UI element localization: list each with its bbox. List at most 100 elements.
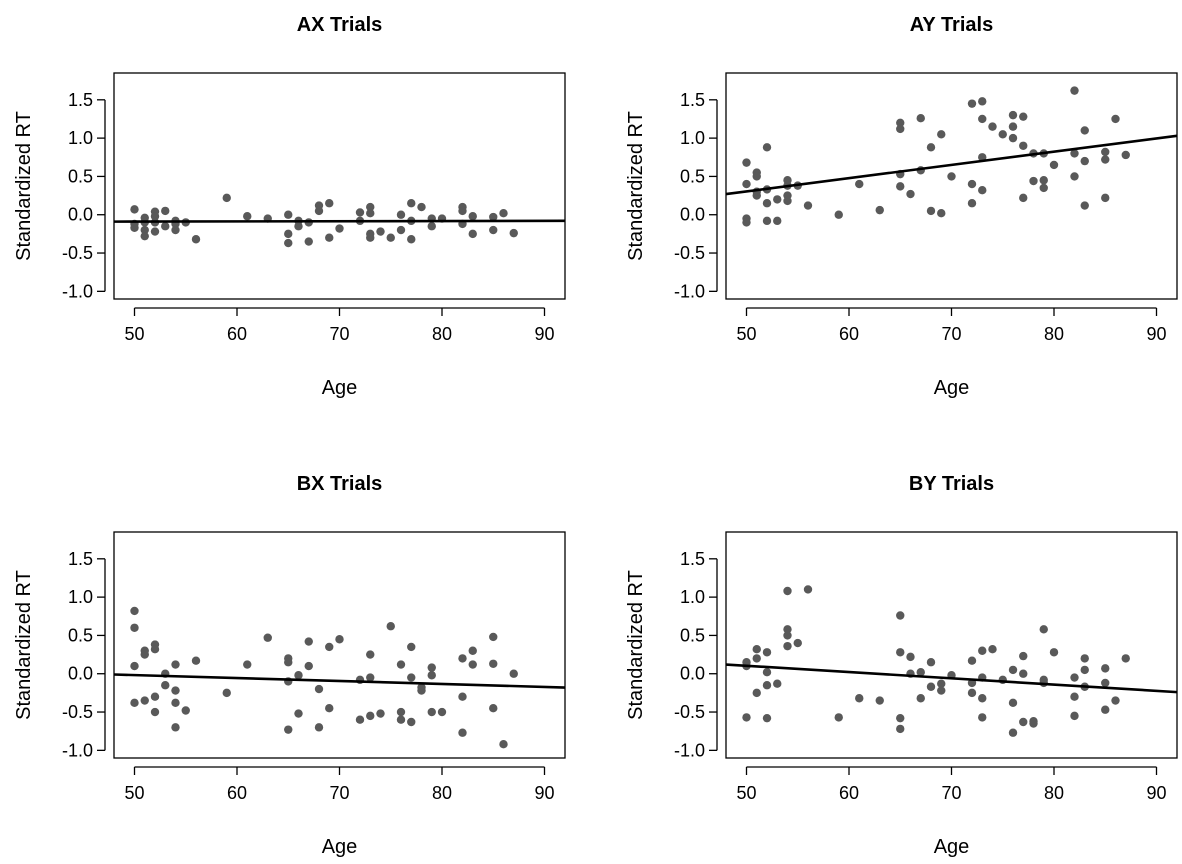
- data-point: [793, 638, 802, 648]
- data-point: [896, 611, 905, 620]
- data-point: [222, 688, 231, 698]
- y-tick-label: 1.0: [68, 128, 93, 148]
- regression-line: [725, 134, 1178, 196]
- data-point: [896, 118, 905, 127]
- y-tick-label: 0.0: [68, 664, 93, 684]
- data-point: [1070, 692, 1079, 701]
- data-point: [427, 663, 436, 672]
- y-tick-label: -0.5: [674, 243, 705, 263]
- data-point: [304, 637, 313, 646]
- y-tick-label: 1.5: [68, 549, 93, 569]
- data-point: [468, 229, 477, 239]
- x-axis-label: Age: [322, 377, 358, 399]
- data-point: [1121, 150, 1130, 160]
- data-point: [396, 707, 406, 717]
- data-point: [150, 227, 160, 236]
- data-point: [355, 715, 365, 724]
- data-point: [150, 645, 160, 654]
- data-point: [752, 645, 761, 654]
- data-point: [783, 196, 792, 206]
- data-point: [366, 202, 375, 212]
- data-point: [1101, 155, 1110, 164]
- data-point: [1070, 673, 1079, 682]
- data-point: [742, 218, 751, 227]
- data-point: [130, 205, 139, 214]
- data-point: [1070, 149, 1079, 158]
- chart-title: AX Trials: [297, 14, 383, 36]
- data-point: [468, 646, 477, 655]
- data-point: [284, 658, 293, 667]
- x-tick-label: 80: [432, 783, 452, 803]
- data-point: [294, 671, 303, 680]
- data-point: [417, 202, 426, 212]
- y-tick-label: -1.0: [62, 740, 93, 760]
- data-point: [988, 645, 997, 654]
- data-point: [458, 728, 467, 737]
- data-point: [752, 654, 761, 663]
- data-point: [783, 631, 792, 640]
- data-point: [926, 143, 936, 152]
- data-point: [1101, 705, 1110, 714]
- x-tick-label: 60: [227, 324, 247, 344]
- data-point: [284, 238, 293, 248]
- data-point: [762, 681, 772, 690]
- regression-line: [725, 663, 1178, 694]
- data-point: [1008, 110, 1018, 120]
- data-point: [752, 172, 761, 181]
- data-point: [1008, 122, 1018, 131]
- data-point: [896, 724, 905, 734]
- data-point: [937, 679, 946, 688]
- data-point: [1019, 651, 1028, 661]
- plot-frame: [725, 531, 1178, 759]
- x-axis-label: Age: [322, 836, 358, 858]
- data-point: [396, 715, 406, 724]
- data-point: [489, 659, 498, 668]
- data-point: [140, 225, 149, 235]
- data-point: [967, 688, 977, 698]
- data-point: [937, 686, 946, 695]
- x-tick-label: 90: [534, 324, 554, 344]
- data-point: [762, 713, 772, 723]
- data-point: [875, 696, 884, 705]
- data-point: [366, 208, 375, 218]
- data-point: [396, 660, 406, 669]
- data-point: [762, 216, 772, 226]
- data-point: [967, 656, 977, 665]
- data-point: [407, 642, 416, 652]
- data-point: [335, 224, 344, 233]
- x-tick-label: 90: [1146, 783, 1166, 803]
- data-point: [1080, 201, 1089, 210]
- data-point: [376, 709, 385, 718]
- data-point: [171, 723, 180, 732]
- data-point: [468, 660, 477, 669]
- data-point: [171, 225, 180, 235]
- data-point: [926, 682, 936, 691]
- y-tick-label: 1.0: [680, 587, 705, 607]
- x-tick-label: 50: [736, 324, 756, 344]
- data-point: [191, 235, 201, 244]
- x-tick-label: 80: [1044, 324, 1064, 344]
- data-point: [1039, 183, 1048, 193]
- data-point: [916, 114, 925, 123]
- y-tick-label: 0.5: [680, 625, 705, 645]
- data-point: [304, 661, 313, 671]
- data-point: [335, 635, 344, 644]
- y-tick-label: 0.5: [680, 166, 705, 186]
- data-point: [314, 684, 324, 694]
- data-point: [386, 622, 395, 631]
- data-point: [896, 182, 905, 191]
- x-tick-label: 60: [839, 783, 859, 803]
- plot-frame: [113, 531, 566, 759]
- y-tick-label: 0.5: [68, 166, 93, 186]
- data-point: [130, 623, 139, 632]
- data-point: [427, 707, 436, 717]
- data-point: [1101, 678, 1110, 688]
- y-tick-label: 0.0: [680, 664, 705, 684]
- data-point: [458, 692, 467, 701]
- y-tick-label: 1.5: [680, 549, 705, 569]
- y-axis-label: Standardized RT: [625, 111, 647, 261]
- chart-panel: BY Trials 50 60 70 80 90 -1.0 -0.5 0.0 0.5 1.0 1.5 A…: [625, 473, 1178, 858]
- data-point: [171, 660, 180, 669]
- y-tick-label: -0.5: [674, 702, 705, 722]
- data-point: [1080, 126, 1089, 135]
